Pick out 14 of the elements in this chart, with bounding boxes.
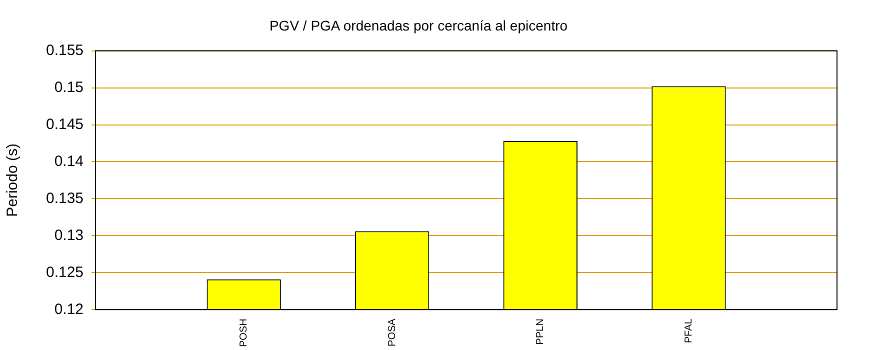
y-axis-title: Periodo (s)	[4, 144, 22, 217]
y-tick-label: 0.125	[46, 264, 84, 281]
y-tick-label: 0.155	[46, 42, 84, 59]
y-tick-label: 0.145	[46, 116, 84, 133]
x-tick-label: PFAL	[683, 318, 694, 344]
y-tick-label: 0.13	[54, 226, 84, 244]
y-tick-label: 0.14	[54, 152, 84, 170]
x-tick-label: POSH	[238, 318, 250, 348]
x-tick-label: POSA	[386, 318, 398, 346]
y-tick-label: 0.15	[54, 78, 84, 96]
y-tick-label: 0.135	[46, 190, 84, 207]
chart-title: PGV / PGA ordenadas por cercanía al epicentro	[269, 17, 568, 34]
y-tick-label: 0.12	[54, 300, 84, 318]
x-tick-label: PPLN	[535, 318, 546, 345]
